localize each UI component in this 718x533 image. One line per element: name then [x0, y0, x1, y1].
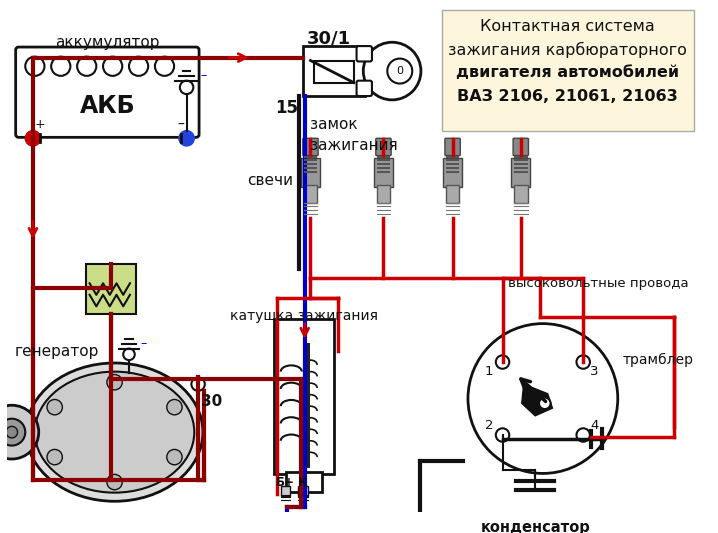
- Circle shape: [129, 56, 148, 76]
- Circle shape: [468, 324, 617, 473]
- Circle shape: [103, 56, 122, 76]
- FancyBboxPatch shape: [374, 158, 393, 187]
- FancyBboxPatch shape: [377, 185, 390, 203]
- FancyBboxPatch shape: [298, 486, 307, 496]
- Text: 1: 1: [485, 365, 493, 378]
- FancyBboxPatch shape: [514, 185, 528, 203]
- FancyBboxPatch shape: [286, 472, 322, 491]
- Text: трамблер: трамблер: [623, 353, 694, 367]
- Circle shape: [51, 56, 70, 76]
- FancyBboxPatch shape: [303, 138, 318, 156]
- Circle shape: [6, 426, 17, 438]
- Circle shape: [107, 375, 122, 390]
- Circle shape: [363, 42, 421, 100]
- Text: АКБ: АКБ: [80, 94, 135, 118]
- Circle shape: [25, 131, 41, 146]
- Text: 4: 4: [590, 419, 599, 432]
- Text: двигателя автомобилей: двигателя автомобилей: [456, 66, 679, 80]
- FancyBboxPatch shape: [446, 185, 460, 203]
- Text: зажигания карбюраторного: зажигания карбюраторного: [449, 42, 687, 58]
- Circle shape: [167, 400, 182, 415]
- Text: катушка зажигания: катушка зажигания: [230, 309, 378, 323]
- FancyBboxPatch shape: [281, 486, 290, 496]
- Circle shape: [25, 56, 45, 76]
- Text: генератор: генератор: [14, 344, 99, 359]
- Circle shape: [577, 356, 590, 369]
- FancyBboxPatch shape: [511, 158, 531, 187]
- Text: 30: 30: [201, 394, 223, 409]
- Circle shape: [192, 377, 205, 391]
- Text: ВАЗ 2106, 21061, 21063: ВАЗ 2106, 21061, 21063: [457, 88, 679, 103]
- FancyBboxPatch shape: [357, 46, 372, 61]
- FancyBboxPatch shape: [357, 80, 372, 96]
- Circle shape: [107, 474, 122, 490]
- Text: 15: 15: [275, 99, 298, 117]
- Text: +: +: [34, 118, 45, 131]
- Text: зажигания: зажигания: [310, 139, 398, 154]
- Circle shape: [167, 449, 182, 465]
- FancyBboxPatch shape: [274, 319, 334, 474]
- FancyBboxPatch shape: [304, 185, 317, 203]
- Bar: [304, 343, 309, 467]
- FancyBboxPatch shape: [445, 138, 460, 156]
- Text: –: –: [141, 337, 146, 350]
- Ellipse shape: [35, 372, 195, 492]
- Circle shape: [77, 56, 96, 76]
- Circle shape: [0, 419, 25, 446]
- FancyBboxPatch shape: [442, 10, 694, 131]
- FancyBboxPatch shape: [16, 47, 199, 138]
- FancyBboxPatch shape: [85, 264, 136, 314]
- Circle shape: [387, 59, 412, 84]
- Text: высоковольтные провода: высоковольтные провода: [508, 277, 689, 290]
- Text: Контактная система: Контактная система: [480, 19, 656, 35]
- Circle shape: [47, 449, 62, 465]
- FancyBboxPatch shape: [314, 61, 354, 83]
- FancyBboxPatch shape: [513, 138, 528, 156]
- Text: К: К: [298, 475, 307, 489]
- Text: 3: 3: [590, 365, 599, 378]
- Polygon shape: [522, 384, 552, 416]
- FancyBboxPatch shape: [301, 158, 320, 187]
- Circle shape: [496, 356, 509, 369]
- Text: замок: замок: [310, 117, 358, 132]
- Text: Б+: Б+: [276, 475, 295, 489]
- Text: свечи: свечи: [247, 173, 293, 188]
- Circle shape: [47, 400, 62, 415]
- Circle shape: [539, 398, 551, 409]
- FancyBboxPatch shape: [376, 138, 391, 156]
- Text: конденсатор: конденсатор: [480, 520, 590, 533]
- Circle shape: [180, 80, 193, 94]
- Circle shape: [179, 131, 195, 146]
- Text: –: –: [200, 69, 206, 83]
- Text: 2: 2: [485, 419, 493, 432]
- Text: аккумулятор: аккумулятор: [55, 35, 159, 50]
- Circle shape: [496, 429, 509, 442]
- Text: 0: 0: [396, 66, 404, 76]
- Circle shape: [577, 429, 590, 442]
- Text: 30/1: 30/1: [307, 29, 351, 47]
- Text: –: –: [177, 118, 185, 132]
- Circle shape: [155, 56, 174, 76]
- FancyBboxPatch shape: [443, 158, 462, 187]
- Circle shape: [123, 349, 135, 360]
- FancyBboxPatch shape: [303, 46, 365, 96]
- Ellipse shape: [27, 363, 203, 501]
- Circle shape: [0, 405, 39, 459]
